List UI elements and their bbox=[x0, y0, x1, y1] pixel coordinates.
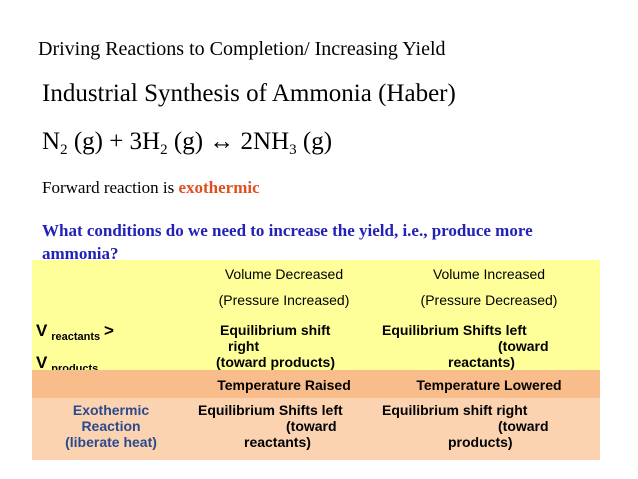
header-cell: (Pressure Increased) bbox=[218, 292, 350, 308]
cell-line: Reaction bbox=[81, 418, 141, 434]
slide-title: Driving Reactions to Completion/ Increas… bbox=[38, 38, 446, 60]
pressure-block bbox=[32, 260, 600, 370]
cell-line: Equilibrium shift bbox=[220, 322, 331, 338]
temperature-header-row bbox=[32, 370, 600, 398]
cell-line: (liberate heat) bbox=[65, 434, 157, 450]
header-cell: Temperature Lowered bbox=[416, 377, 562, 393]
header-cell: Temperature Raised bbox=[217, 377, 351, 393]
equation: N2 (g) + 3H2 (g) ↔ 2NH3 (g) bbox=[42, 128, 332, 159]
v: V bbox=[36, 321, 48, 340]
note-emphasis: exothermic bbox=[178, 178, 260, 197]
v-sub: reactants bbox=[51, 331, 101, 343]
cell-line: Equilibrium Shifts left bbox=[382, 322, 527, 338]
v-sub: products bbox=[51, 363, 99, 370]
cell-line: reactants) bbox=[244, 434, 311, 450]
body-cell: Equilibrium shift right (toward products… bbox=[190, 322, 378, 370]
eq-part: (g) bbox=[296, 128, 333, 155]
cell-line: Exothermic bbox=[72, 402, 150, 418]
cell-line: right bbox=[228, 338, 260, 354]
eq-sub: 3 bbox=[289, 142, 297, 158]
cell-line: products) bbox=[448, 434, 513, 450]
body-cell: Equilibrium shift right (toward products… bbox=[378, 402, 600, 458]
heading: Industrial Synthesis of Ammonia (Haber) bbox=[42, 80, 456, 107]
header-cell: Volume Decreased bbox=[224, 266, 344, 282]
cell-line: (toward products) bbox=[216, 354, 335, 370]
cell-line: Equilibrium shift right bbox=[382, 402, 528, 418]
note: Forward reaction is exothermic bbox=[42, 178, 260, 198]
eq-sub: 2 bbox=[160, 142, 168, 158]
v: V bbox=[36, 353, 48, 370]
header-cell: (Pressure Decreased) bbox=[420, 292, 558, 308]
body-cell: Equilibrium Shifts left (toward reactant… bbox=[378, 322, 600, 370]
body-cell: Equilibrium Shifts left (toward reactant… bbox=[190, 402, 378, 458]
row-label: V reactants > V products bbox=[36, 318, 190, 370]
cell-line: (toward bbox=[498, 418, 549, 434]
header-cell: Volume Increased bbox=[432, 266, 546, 282]
cell-line: (toward bbox=[286, 418, 337, 434]
question: What conditions do we need to increase t… bbox=[42, 221, 533, 263]
eq-part: N bbox=[42, 128, 61, 155]
note-text: Forward reaction is bbox=[42, 178, 179, 197]
cell-line: Equilibrium Shifts left bbox=[198, 402, 343, 418]
eq-part: (g) + 3H bbox=[67, 128, 161, 155]
eq-sub: 2 bbox=[60, 142, 68, 158]
cell-line: (toward bbox=[498, 338, 549, 354]
row-label: Exothermic Reaction (liberate heat) bbox=[32, 402, 190, 458]
gt: > bbox=[104, 321, 114, 340]
temperature-body-row bbox=[32, 398, 600, 460]
cell-line: reactants) bbox=[448, 354, 515, 370]
eq-part: (g) ↔ 2NH bbox=[167, 128, 290, 155]
